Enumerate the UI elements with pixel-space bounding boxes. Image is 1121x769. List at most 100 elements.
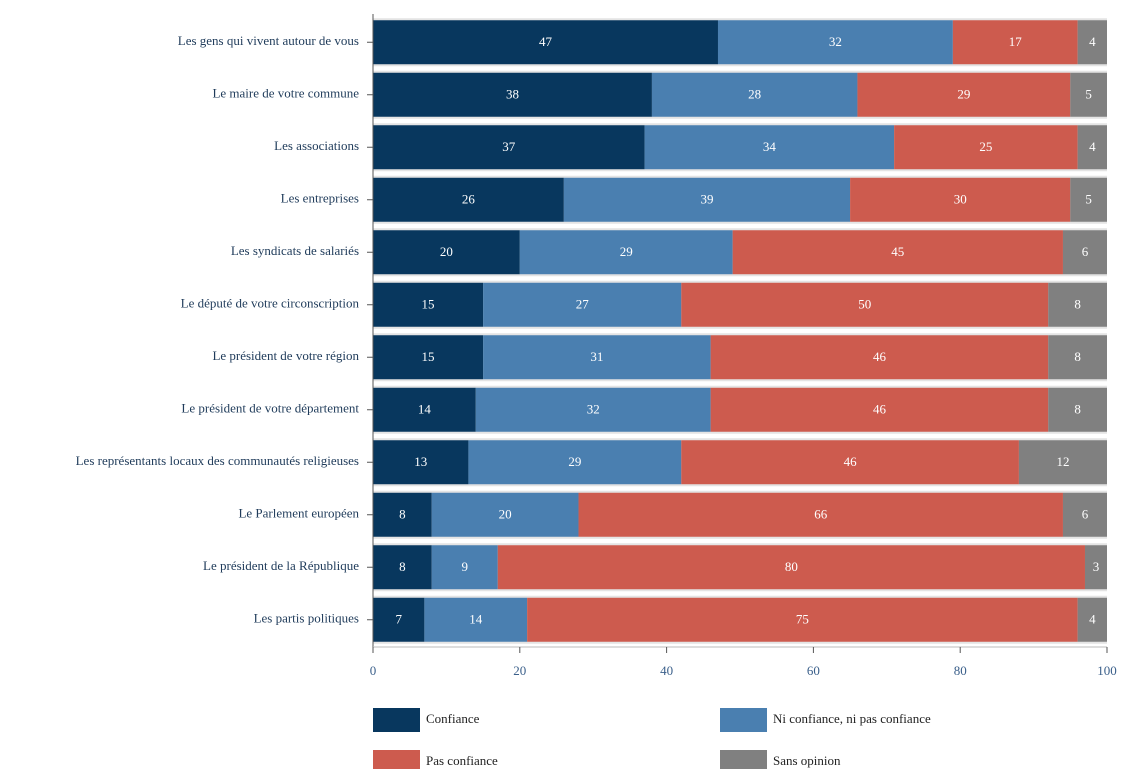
- value-label: 50: [858, 297, 871, 312]
- bar-segment: [475, 387, 711, 432]
- legend-swatch: [720, 708, 767, 732]
- value-label: 30: [954, 192, 967, 207]
- value-label: 12: [1056, 454, 1069, 469]
- value-label: 39: [700, 192, 713, 207]
- category-label: Les partis politiques: [254, 611, 359, 626]
- value-label: 32: [829, 34, 842, 49]
- bar-segment: [1077, 597, 1107, 642]
- category-label: Le président de la République: [203, 558, 359, 573]
- legend-label: Ni confiance, ni pas confiance: [773, 711, 931, 726]
- value-label: 5: [1085, 87, 1092, 102]
- legend-swatch: [373, 750, 420, 769]
- bar-segment: [373, 545, 432, 590]
- bar-segment: [1070, 177, 1107, 222]
- bar-segment: [681, 282, 1049, 327]
- bar-segment: [1048, 387, 1107, 432]
- bar-segment: [1048, 282, 1107, 327]
- value-label: 13: [414, 454, 427, 469]
- value-label: 80: [785, 559, 798, 574]
- value-label: 32: [587, 402, 600, 417]
- value-label: 27: [576, 297, 590, 312]
- bar-segment: [952, 20, 1078, 65]
- bar-segment: [1062, 230, 1107, 275]
- value-label: 26: [462, 192, 476, 207]
- bar-segment: [651, 72, 858, 117]
- x-tick-label: 0: [370, 663, 377, 678]
- value-label: 8: [1074, 349, 1081, 364]
- value-label: 38: [506, 87, 519, 102]
- bar-segment: [1070, 72, 1107, 117]
- value-label: 45: [891, 244, 904, 259]
- bar-segment: [894, 125, 1078, 170]
- bar-segment: [644, 125, 895, 170]
- bar-segment: [857, 72, 1071, 117]
- value-label: 7: [395, 612, 402, 627]
- legend-label: Sans opinion: [773, 753, 841, 768]
- value-label: 8: [399, 507, 406, 522]
- bar-segment: [710, 335, 1049, 380]
- category-label: Le président de votre département: [181, 401, 359, 416]
- x-tick-label: 60: [807, 663, 820, 678]
- value-label: 20: [440, 244, 453, 259]
- value-label: 34: [763, 139, 777, 154]
- x-tick-label: 40: [660, 663, 673, 678]
- bar-segment: [373, 20, 718, 65]
- bar-segment: [373, 492, 432, 537]
- bar-segment: [527, 597, 1078, 642]
- bar-segment: [1077, 125, 1107, 170]
- bar-segment: [497, 545, 1085, 590]
- bar-segment: [373, 230, 520, 275]
- bar-segment: [578, 492, 1063, 537]
- value-label: 47: [539, 34, 553, 49]
- value-label: 46: [844, 454, 858, 469]
- legend-label: Confiance: [426, 711, 480, 726]
- bar-segment: [373, 177, 564, 222]
- bar-segment: [373, 335, 484, 380]
- bar-segment: [1018, 440, 1107, 485]
- bar-segment: [850, 177, 1071, 222]
- category-label: Les représentants locaux des communautés…: [76, 453, 359, 468]
- value-label: 46: [873, 402, 887, 417]
- value-label: 29: [568, 454, 581, 469]
- bar-segment: [468, 440, 682, 485]
- bar-segment: [483, 282, 682, 327]
- category-label: Le maire de votre commune: [212, 86, 359, 101]
- value-label: 14: [418, 402, 432, 417]
- bar-segment: [431, 492, 579, 537]
- legend-label: Pas confiance: [426, 753, 498, 768]
- value-label: 4: [1089, 612, 1096, 627]
- category-label: Les associations: [274, 138, 359, 153]
- bar-segment: [373, 282, 484, 327]
- value-label: 15: [422, 297, 435, 312]
- bar-segment: [373, 72, 652, 117]
- category-label: Le président de votre région: [212, 348, 359, 363]
- bar-segment: [732, 230, 1063, 275]
- bar-segment: [373, 597, 425, 642]
- bar-segment: [1048, 335, 1107, 380]
- value-label: 31: [590, 349, 603, 364]
- value-label: 8: [399, 559, 406, 574]
- value-label: 29: [620, 244, 633, 259]
- bar-segment: [373, 125, 645, 170]
- bar-segment: [563, 177, 851, 222]
- value-label: 4: [1089, 34, 1096, 49]
- value-label: 17: [1009, 34, 1023, 49]
- value-label: 8: [1074, 402, 1081, 417]
- value-label: 20: [499, 507, 512, 522]
- bar-segment: [1084, 545, 1107, 590]
- bar-segment: [519, 230, 733, 275]
- bar-segment: [373, 387, 476, 432]
- x-tick-label: 100: [1097, 663, 1117, 678]
- category-label: Le député de votre circonscription: [181, 296, 360, 311]
- bar-segment: [710, 387, 1049, 432]
- value-label: 15: [422, 349, 435, 364]
- x-tick-label: 20: [513, 663, 526, 678]
- legend-swatch: [373, 708, 420, 732]
- value-label: 14: [469, 612, 483, 627]
- bar-segment: [373, 440, 469, 485]
- bar-segment: [681, 440, 1019, 485]
- value-label: 6: [1082, 244, 1089, 259]
- value-label: 29: [957, 87, 970, 102]
- value-label: 5: [1085, 192, 1092, 207]
